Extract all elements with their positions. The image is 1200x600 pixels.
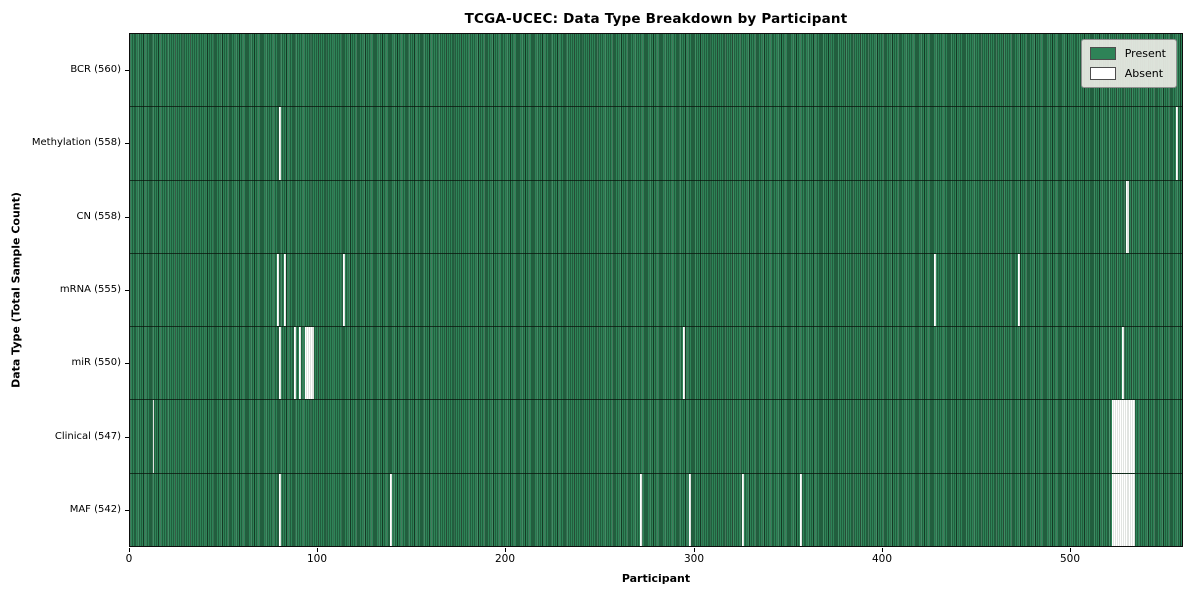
absent-stripe bbox=[1112, 473, 1115, 546]
y-tick-mark bbox=[125, 290, 129, 291]
absent-stripe bbox=[1118, 473, 1120, 546]
plot-area bbox=[129, 33, 1183, 547]
x-tick-label: 100 bbox=[306, 553, 328, 565]
absent-stripe bbox=[689, 473, 691, 546]
absent-stripe bbox=[284, 253, 287, 327]
absent-stripe bbox=[276, 253, 279, 327]
x-tick-mark bbox=[882, 548, 883, 552]
legend-swatch-icon bbox=[1089, 47, 1116, 60]
absent-stripe bbox=[1116, 400, 1119, 473]
legend-label: Absent bbox=[1124, 67, 1164, 80]
heatmap-row-mrna bbox=[130, 252, 1182, 327]
x-tick-mark bbox=[505, 548, 506, 552]
x-tick-label: 300 bbox=[683, 553, 705, 565]
absent-stripe bbox=[1123, 400, 1126, 473]
y-tick-mark bbox=[125, 437, 129, 438]
y-tick-label: MAF (542) bbox=[69, 504, 121, 515]
absent-stripe bbox=[1125, 180, 1128, 253]
x-axis-label: Participant bbox=[621, 572, 691, 585]
y-tick-label: Methylation (558) bbox=[31, 137, 121, 148]
absent-stripe bbox=[1116, 473, 1119, 546]
heatmap-row-methylation bbox=[130, 106, 1182, 180]
absent-stripe bbox=[308, 327, 311, 400]
heatmap-row-clinical bbox=[130, 399, 1182, 473]
absent-stripe bbox=[800, 473, 802, 546]
absent-stripe bbox=[1121, 473, 1124, 546]
absent-stripe bbox=[1123, 473, 1126, 546]
x-tick-label: 200 bbox=[494, 553, 516, 565]
y-tick-mark bbox=[125, 217, 129, 218]
absent-stripe bbox=[1112, 400, 1115, 473]
absent-stripe bbox=[1120, 400, 1122, 473]
absent-stripe bbox=[310, 327, 313, 400]
absent-stripe bbox=[1118, 400, 1120, 473]
absent-stripe bbox=[1018, 253, 1021, 327]
absent-stripe bbox=[305, 327, 307, 400]
absent-stripe bbox=[1129, 400, 1132, 473]
heatmap-row-maf bbox=[130, 472, 1182, 546]
y-tick-label: CN (558) bbox=[76, 211, 121, 222]
legend-item-absent: Absent bbox=[1089, 67, 1166, 80]
heatmap-row-mir bbox=[130, 326, 1182, 400]
absent-stripe bbox=[278, 107, 281, 180]
heatmap-row-cn bbox=[130, 179, 1182, 253]
y-tick-label: BCR (560) bbox=[70, 64, 121, 75]
absent-stripe bbox=[293, 327, 296, 400]
absent-stripe bbox=[741, 473, 744, 546]
absent-stripe bbox=[278, 473, 281, 546]
absent-stripe bbox=[1133, 473, 1136, 546]
absent-stripe bbox=[1125, 473, 1128, 546]
absent-stripe bbox=[1121, 327, 1124, 400]
absent-stripe bbox=[1127, 180, 1130, 253]
absent-stripe bbox=[683, 327, 686, 400]
chart-title: TCGA-UCEC: Data Type Breakdown by Partic… bbox=[464, 11, 848, 27]
absent-stripe bbox=[299, 327, 302, 400]
absent-stripe bbox=[1133, 400, 1136, 473]
absent-stripe bbox=[933, 253, 936, 327]
absent-stripe bbox=[389, 473, 392, 546]
y-tick-label: mRNA (555) bbox=[59, 284, 121, 295]
y-tick-mark bbox=[125, 70, 129, 71]
absent-stripe bbox=[1127, 473, 1130, 546]
legend-swatch-icon bbox=[1089, 67, 1116, 80]
y-tick-mark bbox=[125, 363, 129, 364]
x-tick-label: 0 bbox=[125, 553, 133, 565]
absent-stripe bbox=[1120, 473, 1122, 546]
x-tick-mark bbox=[1070, 548, 1071, 552]
y-tick-label: miR (550) bbox=[71, 357, 121, 368]
x-tick-mark bbox=[694, 548, 695, 552]
absent-stripe bbox=[640, 473, 642, 546]
absent-stripe bbox=[152, 400, 155, 473]
y-tick-mark bbox=[125, 143, 129, 144]
absent-stripe bbox=[1127, 400, 1130, 473]
absent-stripe bbox=[1131, 400, 1134, 473]
x-tick-mark bbox=[129, 548, 130, 552]
y-tick-label: Clinical (547) bbox=[54, 431, 121, 442]
absent-stripe bbox=[1125, 400, 1128, 473]
heatmap-row-bcr bbox=[130, 34, 1182, 106]
absent-stripe bbox=[1131, 473, 1134, 546]
x-tick-label: 400 bbox=[871, 553, 893, 565]
legend: Present Absent bbox=[1080, 39, 1177, 88]
absent-stripe bbox=[312, 327, 315, 400]
absent-stripe bbox=[1121, 400, 1124, 473]
y-tick-mark bbox=[125, 510, 129, 511]
absent-stripe bbox=[306, 327, 309, 400]
absent-stripe bbox=[342, 253, 345, 327]
x-tick-label: 500 bbox=[1059, 553, 1081, 565]
legend-label: Present bbox=[1124, 47, 1166, 60]
absent-stripe bbox=[1176, 107, 1179, 180]
x-tick-mark bbox=[317, 548, 318, 552]
legend-item-present: Present bbox=[1089, 47, 1166, 60]
absent-stripe bbox=[1114, 473, 1117, 546]
absent-stripe bbox=[278, 327, 281, 400]
absent-stripe bbox=[1129, 473, 1132, 546]
absent-stripe bbox=[1114, 400, 1117, 473]
